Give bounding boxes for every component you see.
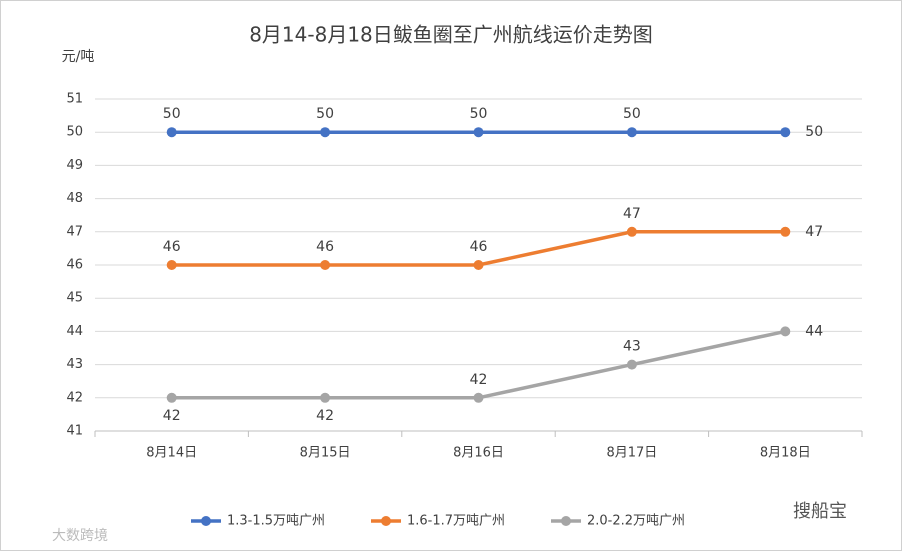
data-point <box>780 226 791 237</box>
legend-marker <box>381 516 391 526</box>
data-point <box>166 392 177 403</box>
data-label: 42 <box>316 408 334 424</box>
chart-title: 8月14-8月18日鲅鱼圈至广州航线运价走势图 <box>249 23 653 47</box>
legend-label: 2.0-2.2万吨广州 <box>587 514 685 529</box>
y-tick-label: 42 <box>66 390 83 405</box>
data-label: 50 <box>623 106 641 122</box>
data-label: 46 <box>316 239 334 255</box>
data-label: 42 <box>470 372 488 388</box>
y-axis-label: 元/吨 <box>62 49 95 65</box>
data-point <box>320 392 331 403</box>
y-tick-label: 44 <box>66 324 83 339</box>
data-point <box>166 260 177 270</box>
data-label: 50 <box>316 106 334 122</box>
y-tick-label: 43 <box>66 357 83 372</box>
y-tick-label: 46 <box>66 258 83 273</box>
y-tick-label: 48 <box>66 191 83 206</box>
data-point <box>780 127 791 138</box>
data-label: 42 <box>163 408 181 424</box>
legend-marker <box>561 516 571 526</box>
legend-label: 1.3-1.5万吨广州 <box>227 514 325 529</box>
data-point <box>320 127 331 138</box>
x-tick-label: 8月17日 <box>606 446 657 461</box>
data-point <box>626 127 637 138</box>
data-label: 47 <box>805 224 823 240</box>
data-point <box>626 226 637 237</box>
data-label: 46 <box>163 239 181 255</box>
legend-label: 1.6-1.7万吨广州 <box>407 514 505 529</box>
y-tick-label: 50 <box>66 125 83 140</box>
data-point <box>473 392 484 403</box>
data-label: 44 <box>805 323 823 339</box>
x-tick-label: 8月14日 <box>146 446 197 461</box>
data-label: 50 <box>470 106 488 122</box>
data-point <box>320 260 331 270</box>
y-tick-label: 41 <box>66 424 83 439</box>
x-tick-label: 8月16日 <box>453 446 504 461</box>
data-label: 47 <box>623 206 641 222</box>
data-label: 46 <box>470 239 488 255</box>
x-tick-label: 8月15日 <box>300 446 351 461</box>
watermark: 大数跨境 <box>52 528 108 544</box>
x-tick-label: 8月18日 <box>760 446 811 461</box>
data-label: 50 <box>805 124 823 140</box>
data-label: 50 <box>163 106 181 122</box>
data-point <box>473 260 484 270</box>
legend-marker <box>201 516 211 526</box>
y-tick-label: 49 <box>66 158 83 173</box>
data-point <box>780 326 791 337</box>
data-point <box>166 127 177 138</box>
data-point <box>473 127 484 138</box>
data-point <box>626 359 637 370</box>
y-tick-label: 51 <box>66 92 83 107</box>
y-tick-label: 47 <box>66 224 83 239</box>
data-label: 43 <box>623 339 641 355</box>
y-tick-label: 45 <box>66 291 83 306</box>
watermark: 搜船宝 <box>793 501 847 522</box>
